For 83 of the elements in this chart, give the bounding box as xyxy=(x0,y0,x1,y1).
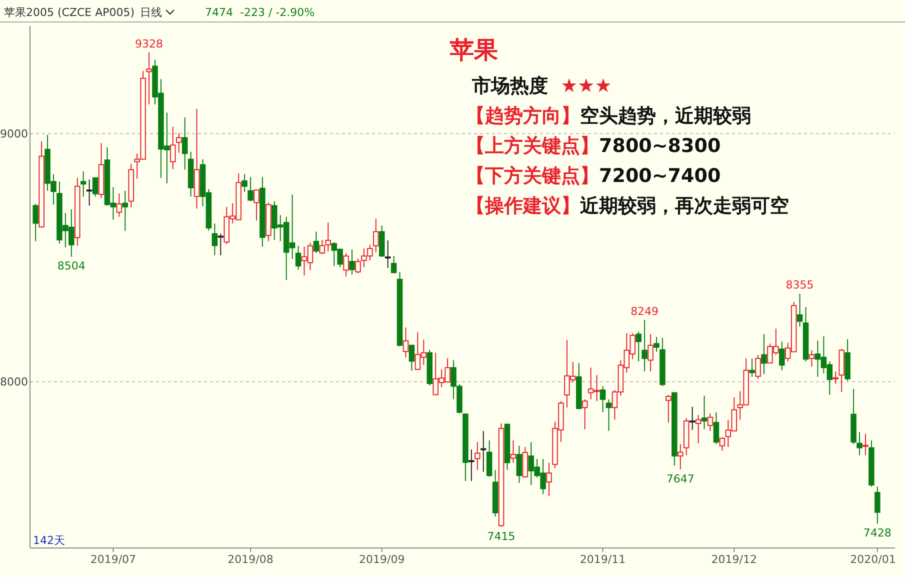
candlestick xyxy=(92,177,98,197)
candlestick xyxy=(176,132,182,154)
x-tick-label: 2019/11 xyxy=(580,553,626,566)
candlestick xyxy=(666,394,672,423)
x-tick-label: 2019/09 xyxy=(359,553,405,566)
annotation: 8249 xyxy=(630,304,659,318)
annotation: 7428 xyxy=(863,526,892,540)
candlestick xyxy=(808,350,815,368)
candlestick xyxy=(402,326,409,358)
annotation: 市场热度 ★★★ xyxy=(471,75,612,97)
candlestick xyxy=(689,406,696,430)
candlestick xyxy=(600,386,606,413)
candlestick xyxy=(32,203,38,242)
candlestick xyxy=(390,255,397,274)
candlestick xyxy=(468,449,474,482)
annotation: 9328 xyxy=(135,37,164,50)
candlestick xyxy=(636,331,642,362)
candlestick xyxy=(313,231,320,254)
candlestick xyxy=(295,245,302,270)
candlestick xyxy=(510,440,516,464)
candlestick xyxy=(474,442,480,470)
candlestick xyxy=(582,398,588,430)
candlestick xyxy=(146,52,152,105)
candlestick xyxy=(796,293,803,328)
annotation: 【下方关键点】7200~7400 xyxy=(466,165,721,187)
chart-subtitle: 苹果2005 (CZCE AP005) xyxy=(4,6,135,19)
text: 日线 xyxy=(140,6,162,19)
candlestick xyxy=(695,414,702,444)
candlestick xyxy=(755,354,761,380)
annotation: 7415 xyxy=(487,530,516,543)
text: -223 / -2.90% xyxy=(240,6,315,19)
x-tick-label: 2020/01 xyxy=(850,553,896,566)
candlestick xyxy=(218,233,224,256)
candlestick xyxy=(408,344,415,372)
candlestick xyxy=(182,117,188,170)
candlestick xyxy=(856,432,862,456)
candlestick xyxy=(248,176,254,202)
annotation: 【趋势方向】空头趋势，近期较弱 xyxy=(466,105,751,127)
annotation: 142天 xyxy=(33,534,65,547)
candlestick xyxy=(349,249,355,276)
candlestick xyxy=(678,444,684,470)
candlestick xyxy=(384,240,391,268)
candlestick xyxy=(642,319,648,372)
annotation: 【操作建议】近期较弱，再次走弱可空 xyxy=(466,195,789,217)
candlestick xyxy=(749,358,755,378)
candlestick xyxy=(606,398,612,432)
text: 苹果 xyxy=(449,36,498,64)
candlestick xyxy=(546,462,552,497)
candlestick xyxy=(343,252,349,277)
candlestick xyxy=(355,258,361,274)
candlestick xyxy=(832,370,839,384)
annotation: 8504 xyxy=(57,260,86,273)
candlestick xyxy=(862,433,868,456)
candlestick xyxy=(122,190,128,232)
candlestick xyxy=(701,395,708,430)
candlestick xyxy=(116,192,122,218)
candlestick xyxy=(254,189,260,222)
annotation: 8355 xyxy=(786,278,814,292)
candlestick xyxy=(874,486,880,524)
x-tick-label: 2019/12 xyxy=(711,553,757,566)
x-tick-label: 2019/08 xyxy=(228,553,274,566)
candlestick xyxy=(719,436,726,452)
candlestick xyxy=(761,334,767,375)
candlestick xyxy=(212,222,218,256)
candlestick xyxy=(648,334,654,372)
candlestick xyxy=(80,170,86,198)
candlestick xyxy=(373,218,379,253)
candlestick xyxy=(516,445,522,484)
candlestick xyxy=(480,430,486,472)
candlestick xyxy=(170,126,176,170)
candlestick xyxy=(779,341,785,371)
x-tick-label: 2019/07 xyxy=(90,553,136,566)
text: 7474 xyxy=(205,6,233,19)
y-tick-label: 8000 xyxy=(0,376,28,389)
candlestick xyxy=(86,179,92,206)
candlestick xyxy=(654,336,660,352)
annotation: 7647 xyxy=(666,472,694,486)
candlestick xyxy=(713,412,720,445)
annotation: 【上方关键点】7800~8300 xyxy=(466,135,721,157)
candlestick xyxy=(486,440,492,478)
y-tick-label: 9000 xyxy=(0,128,28,141)
candlestick xyxy=(707,413,714,432)
candlestick xyxy=(242,174,248,192)
